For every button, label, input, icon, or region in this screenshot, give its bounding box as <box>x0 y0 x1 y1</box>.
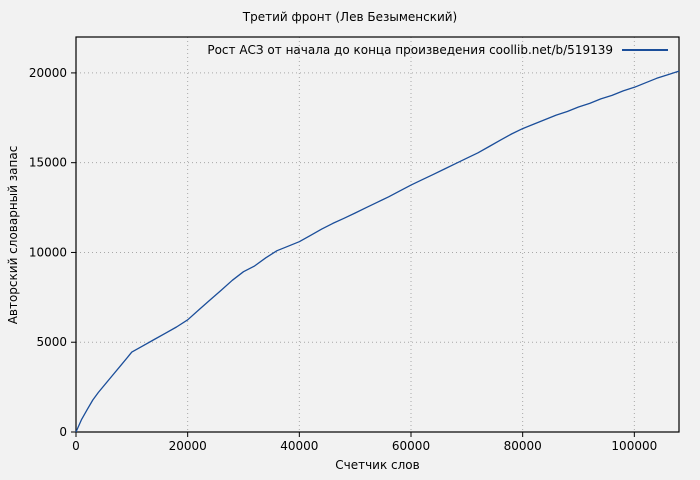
plot-frame <box>75 36 680 433</box>
legend-line-sample <box>622 49 668 51</box>
y-tick-label: 0 <box>59 425 67 439</box>
y-tick-label: 20000 <box>29 66 67 80</box>
y-tick-label: 15000 <box>29 156 67 170</box>
y-tick-label: 5000 <box>36 335 67 349</box>
legend: Рост АСЗ от начала до конца произведения… <box>207 43 668 57</box>
x-tick-label: 80000 <box>504 439 542 453</box>
x-axis-title: Счетчик слов <box>335 458 420 472</box>
x-tick-label: 20000 <box>169 439 207 453</box>
x-tick-label: 40000 <box>280 439 318 453</box>
x-tick-label: 0 <box>72 439 80 453</box>
series-line <box>75 70 680 433</box>
chart-title: Третий фронт (Лев Безыменский) <box>242 10 458 24</box>
legend-label: Рост АСЗ от начала до конца произведения… <box>207 43 613 57</box>
x-tick-label: 60000 <box>392 439 430 453</box>
y-tick-label: 10000 <box>29 245 67 259</box>
y-axis-title: Авторский словарный запас <box>6 145 20 325</box>
x-tick-label: 100000 <box>611 439 657 453</box>
